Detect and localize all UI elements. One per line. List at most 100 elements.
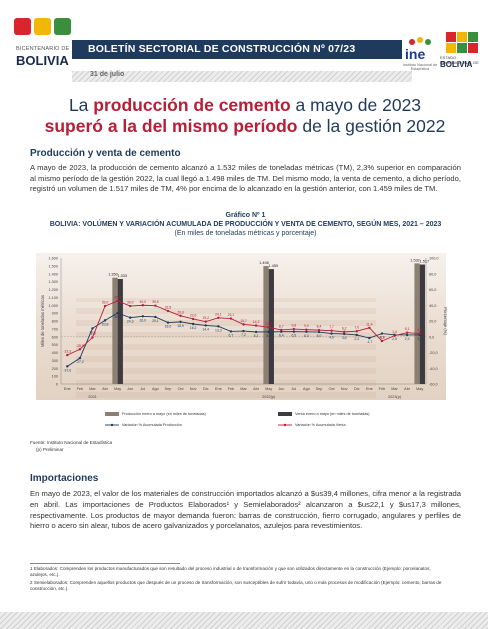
sales-point-label: 39,5 bbox=[152, 300, 159, 304]
sales-point bbox=[103, 304, 107, 308]
sales-point-label: 39,0 bbox=[127, 301, 134, 305]
production-point-label: 20,8 bbox=[102, 322, 109, 326]
sales-point-label: 1,4 bbox=[392, 330, 397, 334]
chart-background-photo bbox=[36, 253, 446, 400]
sales-point-label: -23,3 bbox=[63, 350, 71, 354]
sales-point bbox=[141, 304, 145, 307]
production-point-label: 16,2 bbox=[190, 326, 197, 330]
x-tick-label: Dic bbox=[203, 387, 209, 391]
y-left-tick-label: 500 bbox=[52, 343, 58, 347]
production-bar bbox=[112, 277, 118, 384]
sales-point bbox=[267, 326, 270, 329]
y-left-tick-label: 1.500 bbox=[48, 264, 58, 268]
legend-label-sales: Venta enero a mayo (en miles de tonelada… bbox=[295, 412, 370, 416]
production-point bbox=[78, 356, 82, 360]
x-tick-label: Mar bbox=[240, 387, 247, 391]
x-tick-label: Oct bbox=[178, 387, 185, 391]
sales-point bbox=[254, 324, 258, 327]
sales-point bbox=[292, 327, 296, 331]
production-point bbox=[305, 330, 308, 333]
production-point bbox=[91, 327, 94, 330]
production-point bbox=[129, 316, 132, 319]
ine-wordmark: ine bbox=[405, 46, 426, 62]
x-tick-label: May bbox=[265, 387, 272, 391]
production-point bbox=[267, 330, 270, 334]
sales-point bbox=[154, 304, 157, 307]
production-point-label: 18,9 bbox=[177, 324, 184, 328]
y-left-tick-label: 1.200 bbox=[48, 288, 58, 292]
y-left-tick-label: 400 bbox=[52, 351, 58, 355]
production-point bbox=[355, 333, 358, 337]
y-right-tick-label: -40,0 bbox=[429, 367, 438, 371]
sales-bar bbox=[419, 264, 425, 384]
production-point-label: 6,2 bbox=[266, 334, 271, 338]
production-point-label: 2,3 bbox=[354, 337, 359, 341]
production-point-label: -37,6 bbox=[63, 368, 71, 372]
sales-point bbox=[91, 336, 94, 339]
y-left-tick-label: 1.300 bbox=[48, 280, 58, 284]
sales-point-label: 5,1 bbox=[405, 327, 410, 331]
x-tick-label: Sep bbox=[316, 387, 323, 391]
sales-point bbox=[380, 339, 384, 343]
footer-bar bbox=[0, 612, 488, 629]
sales-point-label: -15,9 bbox=[76, 344, 84, 348]
sales-point bbox=[217, 316, 220, 319]
title-highlight2: superó a la del mismo período bbox=[44, 116, 298, 136]
x-tick-label: May bbox=[114, 387, 121, 391]
x-tick-label: Dic bbox=[354, 387, 360, 391]
sales-point bbox=[78, 348, 82, 351]
bicentenario-logo: BICENTENARIO DE BOLIVIA bbox=[12, 18, 80, 68]
production-point-label: 25,1 bbox=[152, 319, 159, 323]
sales-point-label: 8,7 bbox=[279, 324, 284, 328]
sales-point-label: 9,8 bbox=[291, 324, 296, 328]
sales-point-label: 7,0 bbox=[354, 326, 359, 330]
sales-point-label: 19,2 bbox=[202, 316, 209, 320]
x-tick-label: Jul bbox=[291, 387, 296, 391]
sales-point-label: 22,6 bbox=[190, 313, 197, 317]
sales-bar bbox=[268, 269, 274, 384]
bar-value-label: 1.333 bbox=[118, 274, 128, 278]
chart-subtitle: (En miles de toneladas métricas y porcen… bbox=[174, 230, 317, 237]
section2-paragraph: En mayo de 2023, el valor de los materia… bbox=[30, 489, 461, 531]
sales-point bbox=[405, 331, 409, 334]
section1-paragraph: A mayo de 2023, la producción de cemento… bbox=[30, 163, 461, 193]
sales-point bbox=[191, 317, 195, 321]
y-right-tick-label: -20,0 bbox=[429, 351, 438, 355]
sales-point-label: 32,8 bbox=[165, 305, 172, 309]
y-right-tick-label: 40,0 bbox=[429, 304, 436, 308]
page-title: La producción de cemento a mayo de 2023 … bbox=[20, 95, 470, 137]
sales-point bbox=[242, 323, 245, 326]
production-point bbox=[317, 330, 321, 334]
legend-label-production: Producción enero a mayo (en miles de ton… bbox=[122, 412, 207, 416]
chart-prelim-note: (p) Preliminar bbox=[36, 447, 64, 452]
x-tick-label: Ene bbox=[64, 387, 71, 391]
production-point bbox=[66, 365, 69, 368]
legend-swatch-sales bbox=[278, 412, 292, 416]
production-point bbox=[204, 324, 207, 327]
section-heading-importaciones: Importaciones bbox=[30, 473, 99, 484]
legend-marker-sales bbox=[283, 423, 287, 427]
x-tick-label: May bbox=[416, 387, 423, 391]
x-tick-label: Mar bbox=[89, 387, 96, 391]
bolivia-government-logo bbox=[442, 30, 480, 76]
x-tick-label: Abr bbox=[404, 387, 411, 391]
production-point bbox=[380, 332, 384, 335]
sales-point-label: -1,0 bbox=[90, 332, 96, 336]
production-point-label: 6,3 bbox=[304, 334, 309, 338]
sales-point-label: 14,2 bbox=[253, 320, 260, 324]
production-point bbox=[154, 315, 157, 319]
sales-point-label: 11,4 bbox=[366, 322, 372, 326]
x-tick-label: Abr bbox=[102, 387, 109, 391]
sales-point bbox=[229, 317, 233, 320]
date-bar bbox=[72, 71, 412, 82]
bar-value-label: 1.517 bbox=[420, 260, 430, 264]
sales-point bbox=[393, 334, 396, 337]
sales-point-label: 15,7 bbox=[240, 319, 247, 323]
production-point-label: 6,4 bbox=[279, 334, 284, 338]
y-left-tick-label: 1.600 bbox=[48, 257, 58, 261]
sales-point-label: 45,4 bbox=[114, 295, 121, 299]
sales-point bbox=[166, 309, 170, 313]
production-point bbox=[292, 330, 296, 333]
year-label: 2022(p) bbox=[262, 395, 276, 399]
